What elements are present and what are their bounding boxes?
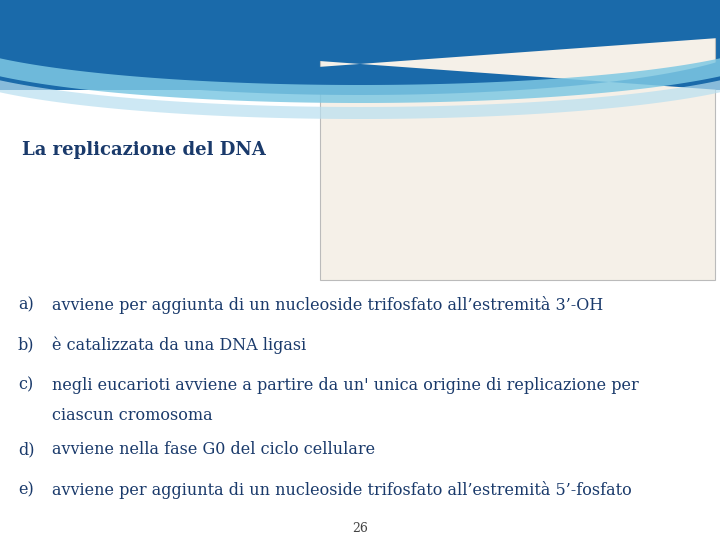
Text: b): b) [18, 336, 35, 354]
Text: c): c) [18, 376, 33, 394]
Text: ciascun cromosoma: ciascun cromosoma [52, 407, 212, 423]
Text: d): d) [18, 442, 35, 458]
Text: e): e) [18, 482, 34, 498]
Text: negli eucarioti avviene a partire da un' unica origine di replicazione per: negli eucarioti avviene a partire da un'… [52, 376, 639, 394]
FancyBboxPatch shape [320, 10, 715, 280]
Text: La replicazione del DNA: La replicazione del DNA [22, 141, 266, 159]
Text: avviene per aggiunta di un nucleoside trifosfato all’estremità 5’-fosfato: avviene per aggiunta di un nucleoside tr… [52, 481, 631, 499]
Text: 26: 26 [352, 522, 368, 535]
PathPatch shape [0, 30, 720, 103]
Text: è catalizzata da una DNA ligasi: è catalizzata da una DNA ligasi [52, 336, 306, 354]
Text: avviene per aggiunta di un nucleoside trifosfato all’estremità 3’-OH: avviene per aggiunta di un nucleoside tr… [52, 296, 603, 314]
Text: a): a) [18, 296, 34, 314]
PathPatch shape [0, 0, 720, 95]
PathPatch shape [0, 52, 720, 119]
FancyBboxPatch shape [0, 0, 720, 90]
Text: avviene nella fase G0 del ciclo cellulare: avviene nella fase G0 del ciclo cellular… [52, 442, 375, 458]
